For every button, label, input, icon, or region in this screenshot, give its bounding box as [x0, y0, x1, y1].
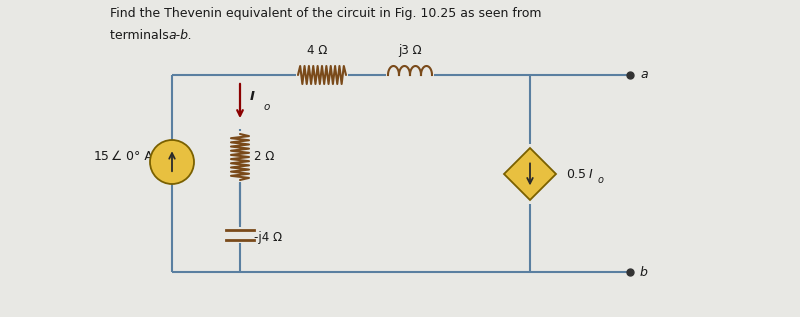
- Text: terminals: terminals: [110, 29, 173, 42]
- Text: o: o: [264, 102, 270, 112]
- Text: 0° A: 0° A: [126, 150, 153, 163]
- Text: Find the Thevenin equivalent of the circuit in Fig. 10.25 as seen from: Find the Thevenin equivalent of the circ…: [110, 7, 542, 20]
- Text: ∠: ∠: [111, 150, 122, 163]
- Text: 4 Ω: 4 Ω: [307, 44, 327, 57]
- Text: o: o: [598, 175, 604, 185]
- Text: I: I: [589, 167, 593, 180]
- Text: a-b.: a-b.: [168, 29, 192, 42]
- Text: I: I: [250, 90, 255, 103]
- Polygon shape: [504, 148, 556, 200]
- Text: 15: 15: [94, 150, 110, 163]
- Text: -j4 Ω: -j4 Ω: [254, 230, 282, 243]
- Circle shape: [150, 140, 194, 184]
- Text: 2 Ω: 2 Ω: [254, 151, 274, 164]
- Text: 0.5: 0.5: [566, 167, 586, 180]
- Text: a: a: [640, 68, 648, 81]
- Text: j3 Ω: j3 Ω: [398, 44, 422, 57]
- Text: b: b: [640, 266, 648, 279]
